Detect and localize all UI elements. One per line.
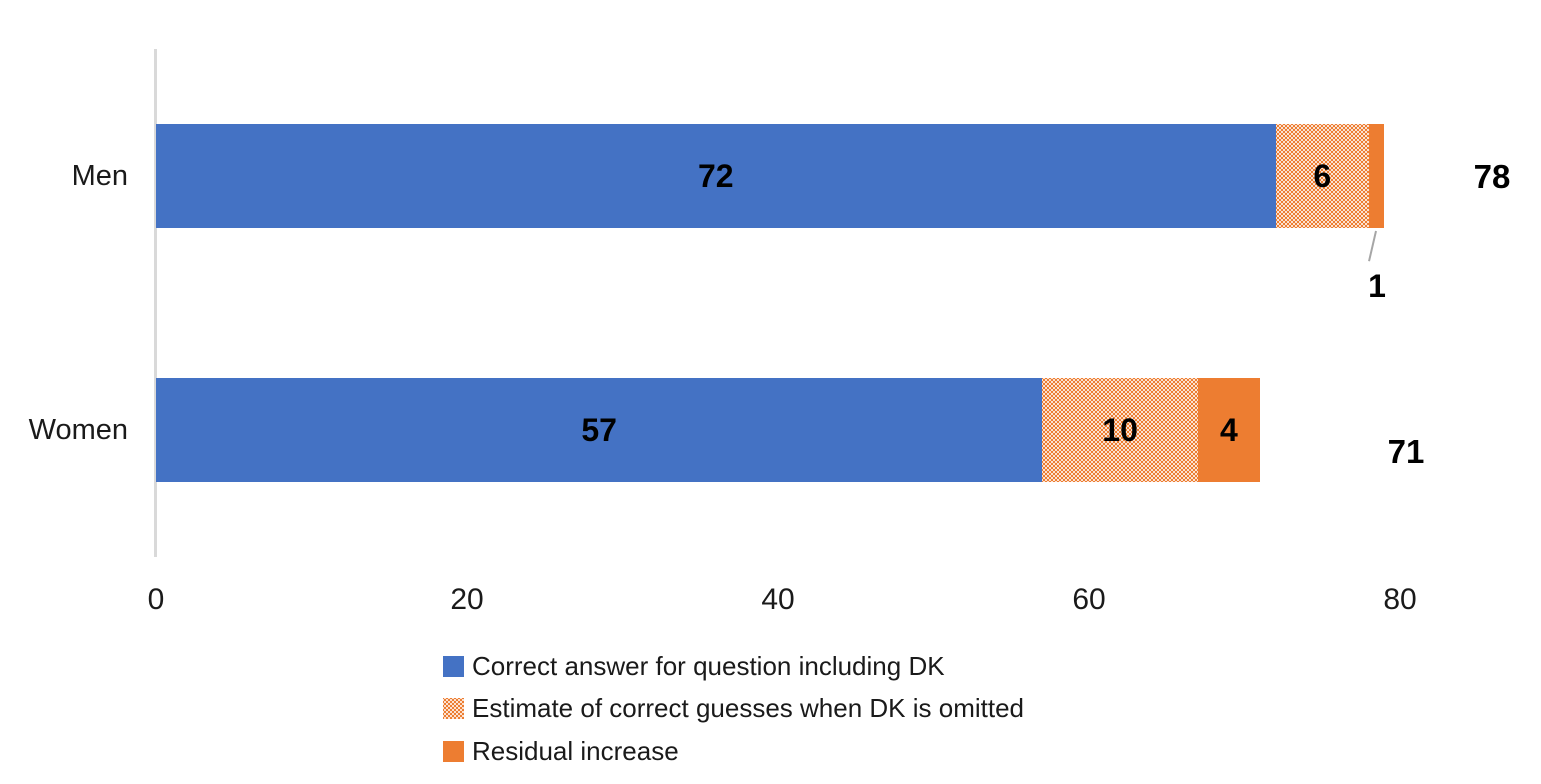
bar-women-segment-correct: 57 [156, 378, 1043, 482]
legend-label-residual: Residual increase [472, 736, 679, 766]
legend-swatch-orange-icon [443, 740, 464, 762]
x-tick-60: 60 [1072, 583, 1106, 616]
category-label-men: Men [71, 160, 128, 192]
bar-women-segment-residual: 4 [1197, 378, 1261, 482]
bar-men-total: 78 [1473, 158, 1511, 195]
bar-women-correct-value: 57 [581, 412, 617, 448]
leader-line [1368, 230, 1377, 262]
category-label-women: Women [28, 414, 128, 446]
x-tick-0: 0 [147, 583, 165, 616]
legend-item-estimate: Estimate of correct guesses when DK is o… [443, 693, 1024, 723]
bar-men: 72 6 [156, 124, 1385, 228]
x-tick-80: 80 [1383, 583, 1417, 616]
legend-swatch-dotted-icon [443, 697, 464, 719]
bar-women-estimate-value: 10 [1102, 412, 1138, 448]
legend-item-residual: Residual increase [443, 736, 679, 766]
bar-women-segment-estimate: 10 [1042, 378, 1198, 482]
legend-item-correct: Correct answer for question including DK [443, 651, 945, 681]
bar-men-residual-value: 1 [1368, 268, 1386, 304]
bar-women: 57 10 4 [156, 378, 1261, 482]
bar-men-segment-correct: 72 [156, 124, 1276, 228]
bar-women-residual-value: 4 [1220, 412, 1238, 448]
bar-men-correct-value: 72 [698, 158, 734, 194]
legend-label-estimate: Estimate of correct guesses when DK is o… [472, 693, 1025, 723]
y-axis-line [154, 49, 157, 557]
bar-women-total: 71 [1387, 433, 1425, 470]
bar-men-segment-estimate: 6 [1275, 124, 1369, 228]
bar-men-segment-residual [1368, 124, 1385, 228]
bar-men-estimate-value: 6 [1313, 158, 1332, 194]
x-tick-20: 20 [450, 583, 484, 616]
legend-label-correct: Correct answer for question including DK [472, 651, 945, 681]
legend-swatch-blue-icon [443, 655, 464, 677]
x-tick-40: 40 [761, 583, 795, 616]
